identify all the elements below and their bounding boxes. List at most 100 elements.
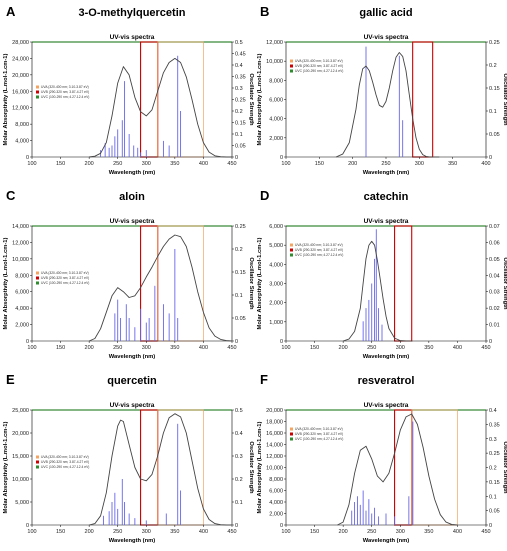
uvb-region [140,409,159,526]
uva-region [157,225,204,342]
x-tick-label: 100 [281,529,290,535]
x-tick-label: 250 [381,161,390,167]
chart-title: 3-O-methylquercetin [79,7,186,19]
x-tick-label: 300 [142,345,151,351]
legend-swatch [36,95,39,99]
x-tick-label: 300 [396,529,405,535]
legend: UVA (320-400 nm; 3.10-3.87 eV)UVB (290-3… [36,85,89,99]
x-tick-label: 200 [339,529,348,535]
legend-label: UVA (320-400 nm; 3.10-3.87 eV) [295,59,343,63]
panel-letter: B [260,4,269,19]
chart-title: gallic acid [359,7,412,19]
absorption-curve [335,52,440,158]
y-tick-label: 2,000 [269,301,283,307]
x-tick-label: 250 [113,345,122,351]
y2-tick-label: 0.3 [489,437,497,443]
y-tick-label: 0 [280,523,283,529]
y2-tick-label: 0.3 [235,454,243,460]
y-ticks: 0 4,000 8,000 12,000 16,000 20,000 24,000 28,00… [12,40,32,161]
x-tick-label: 100 [281,161,290,167]
y2-tick-label: 0.05 [235,144,246,150]
panel-letter: D [260,188,269,203]
chart-title: catechin [364,191,409,203]
legend-swatch [290,427,293,431]
x-tick-label: 350 [424,345,433,351]
x-ticks: 100 150 200 250 300 350 400 450 [281,525,491,535]
y-tick-label: 12,000 [12,106,29,112]
x-ticks: 100 150 200 250 300 350 400 450 [27,525,237,535]
y-tick-label: 20,000 [12,73,29,79]
x-tick-label: 150 [56,345,65,351]
legend-swatch [290,59,293,63]
uv-regions [394,409,458,526]
y-tick-label: 1,000 [269,320,283,326]
y-tick-label: 14,000 [12,224,29,230]
y-tick-label: 4,000 [269,262,283,268]
chart-title: quercetin [107,375,157,387]
legend: UVA (320-400 nm; 3.10-3.87 eV)UVB (290-3… [36,455,89,469]
y2-tick-label: 0.03 [489,290,500,296]
absorption-curve [88,413,232,526]
y-axis-label: Molar Absorptivity (L.mol-1.cm-1) [3,421,9,513]
y2-tick-label: 0.15 [235,270,246,276]
y2-tick-label: 0.45 [235,52,246,58]
y-tick-label: 8,000 [269,477,283,483]
x-tick-label: 300 [142,161,151,167]
y2-tick-label: 0.02 [489,306,500,312]
legend-label: UVB (290-320 nm; 3.87-4.27 eV) [295,432,343,436]
x-ticks: 100 150 200 250 300 350 400 450 [27,157,237,167]
y-axis-label: Molar Absorptivity (L.mol-1.cm-1) [3,237,9,329]
legend-swatch [290,253,293,257]
legend: UVA (320-400 nm; 3.10-3.87 eV)UVB (290-3… [36,271,89,285]
y-tick-label: 6,000 [269,98,283,104]
x-axis-label: Wavelength (nm) [363,538,410,544]
x-tick-label: 350 [170,161,179,167]
chart-subtitle: UV-vis spectra [110,218,155,225]
legend-label: UVC (100-290 nm; 4.27-12.4 eV) [41,465,89,469]
x-axis-label: Wavelength (nm) [109,170,156,176]
chart-subtitle: UV-vis spectra [110,402,155,409]
legend-swatch [36,271,39,275]
absorption-curve [89,57,232,158]
y-tick-label: 4,000 [15,139,29,145]
y2-tick-label: 0.1 [489,109,497,115]
uvb-region [394,225,413,342]
x-axis-label: Wavelength (nm) [363,170,410,176]
legend-label: UVC (100-290 nm; 4.27-12.4 eV) [295,69,343,73]
y2-tick-label: 0.07 [489,224,500,230]
x-tick-label: 450 [481,529,490,535]
x-tick-label: 400 [481,161,490,167]
oscillator-sticks [365,46,404,157]
y-tick-label: 0 [26,339,29,345]
legend-swatch [36,465,39,469]
chart-title: resveratrol [358,375,415,387]
y2-tick-label: 0.35 [489,422,500,428]
y-tick-label: 12,000 [266,40,283,46]
y-tick-label: 15,000 [12,454,29,460]
y2-axis-label: Oscillator Strength [502,441,507,494]
y2-tick-label: 0 [235,339,238,345]
uv-regions [140,41,204,158]
y2-tick-label: 0.4 [235,431,243,437]
legend-label: UVB (290-320 nm; 3.87-4.27 eV) [41,90,89,94]
y-tick-label: 10,000 [266,466,283,472]
x-tick-label: 200 [339,345,348,351]
x-tick-label: 400 [199,345,208,351]
y-tick-label: 20,000 [12,431,29,437]
y2-tick-label: 0.2 [235,477,243,483]
panel-letter: F [260,372,268,387]
chart-subtitle: UV-vis spectra [364,34,409,41]
y2-tick-label: 0.2 [235,109,243,115]
y2-tick-label: 0.2 [235,247,243,253]
y2-ticks: 0 0.05 0.1 0.15 0.2 0.25 [486,40,500,161]
y-tick-label: 2,000 [269,512,283,518]
y-tick-label: 4,000 [269,500,283,506]
x-tick-label: 350 [170,529,179,535]
x-tick-label: 250 [367,529,376,535]
y2-tick-label: 0 [489,523,492,529]
